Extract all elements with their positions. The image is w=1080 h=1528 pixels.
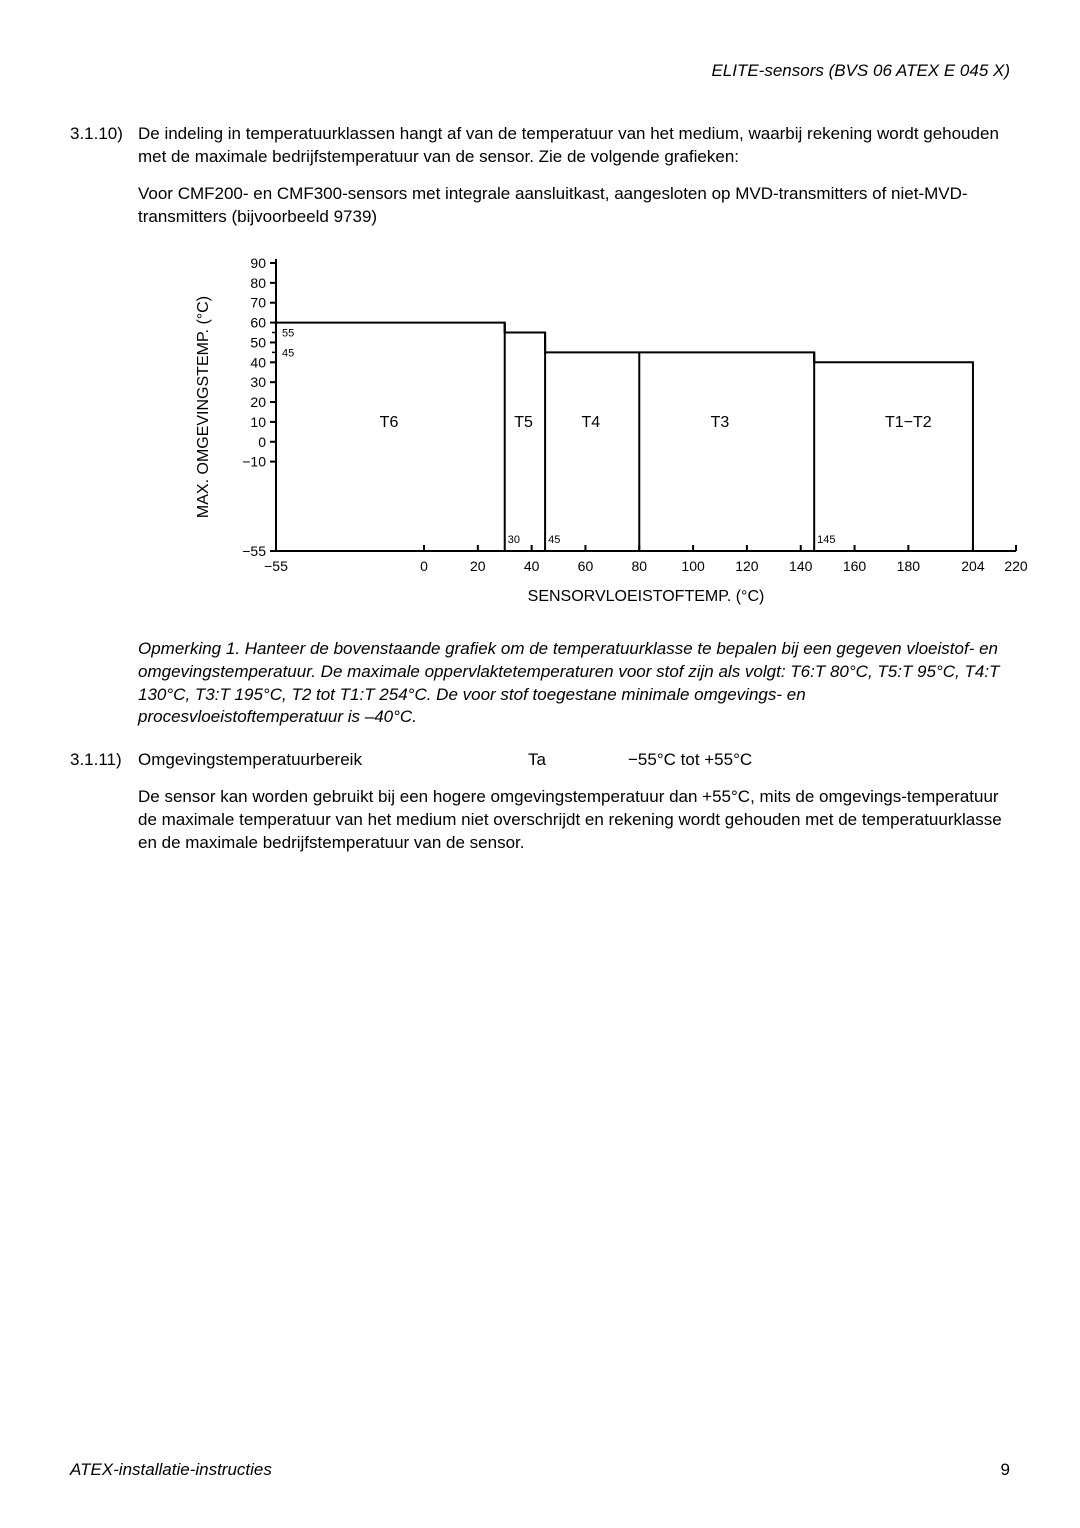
svg-text:45: 45 bbox=[548, 534, 560, 546]
svg-text:0: 0 bbox=[258, 433, 266, 449]
svg-text:50: 50 bbox=[250, 334, 266, 350]
closing-paragraph: De sensor kan worden gebruikt bij een ho… bbox=[138, 786, 1010, 855]
svg-text:T6: T6 bbox=[380, 414, 399, 431]
svg-text:20: 20 bbox=[250, 394, 266, 410]
svg-text:MAX. OMGEVINGSTEMP. (°C): MAX. OMGEVINGSTEMP. (°C) bbox=[195, 296, 212, 518]
footer-left: ATEX-installatie-instructies bbox=[70, 1459, 272, 1482]
svg-text:55: 55 bbox=[282, 327, 294, 339]
svg-text:120: 120 bbox=[735, 558, 759, 574]
param-label: Omgevingstemperatuurbereik bbox=[138, 749, 528, 772]
section-number: 3.1.10) bbox=[70, 123, 138, 169]
section-3-1-11: 3.1.11) Omgevingstemperatuurbereik Ta −5… bbox=[70, 749, 1010, 772]
svg-text:−55: −55 bbox=[242, 543, 266, 559]
svg-text:T4: T4 bbox=[582, 414, 601, 431]
svg-text:145: 145 bbox=[817, 534, 835, 546]
svg-text:140: 140 bbox=[789, 558, 813, 574]
svg-text:80: 80 bbox=[250, 275, 266, 291]
svg-text:0: 0 bbox=[420, 558, 428, 574]
svg-text:T1−T2: T1−T2 bbox=[885, 414, 932, 431]
svg-text:SENSORVLOEISTOFTEMP. (°C): SENSORVLOEISTOFTEMP. (°C) bbox=[528, 588, 765, 605]
svg-text:60: 60 bbox=[250, 314, 266, 330]
svg-text:T3: T3 bbox=[711, 414, 730, 431]
svg-text:10: 10 bbox=[250, 414, 266, 430]
svg-text:90: 90 bbox=[250, 255, 266, 271]
svg-text:220: 220 bbox=[1004, 558, 1028, 574]
svg-text:30: 30 bbox=[250, 374, 266, 390]
page-footer: ATEX-installatie-instructies 9 bbox=[70, 1459, 1010, 1482]
footer-page-number: 9 bbox=[1001, 1459, 1010, 1482]
svg-text:180: 180 bbox=[897, 558, 921, 574]
section-3-1-10: 3.1.10) De indeling in temperatuurklasse… bbox=[70, 123, 1010, 169]
svg-text:T5: T5 bbox=[514, 414, 533, 431]
svg-text:20: 20 bbox=[470, 558, 486, 574]
temperature-chart: −55 −10 0 10 20 30 40 50 60 70 80 90 45 55 −55 0 20 40 60 8… bbox=[190, 253, 1030, 620]
chart-note: Opmerking 1. Hanteer de bovenstaande gra… bbox=[138, 638, 1010, 730]
svg-text:70: 70 bbox=[250, 294, 266, 310]
param-symbol: Ta bbox=[528, 749, 628, 772]
section-number: 3.1.11) bbox=[70, 749, 138, 772]
svg-text:100: 100 bbox=[681, 558, 705, 574]
svg-text:−10: −10 bbox=[242, 453, 266, 469]
svg-text:40: 40 bbox=[250, 354, 266, 370]
svg-text:60: 60 bbox=[578, 558, 594, 574]
param-value: −55°C tot +55°C bbox=[628, 749, 1010, 772]
intro-paragraph: Voor CMF200- en CMF300-sensors met integ… bbox=[138, 183, 1010, 229]
chart-svg: −55 −10 0 10 20 30 40 50 60 70 80 90 45 55 −55 0 20 40 60 8… bbox=[190, 253, 1030, 613]
svg-text:30: 30 bbox=[508, 534, 520, 546]
svg-text:80: 80 bbox=[631, 558, 647, 574]
svg-text:204: 204 bbox=[961, 558, 985, 574]
section-text: De indeling in temperatuurklassen hangt … bbox=[138, 123, 1010, 169]
svg-text:40: 40 bbox=[524, 558, 540, 574]
header-title: ELITE-sensors (BVS 06 ATEX E 045 X) bbox=[70, 60, 1010, 83]
svg-text:−55: −55 bbox=[264, 558, 288, 574]
svg-text:160: 160 bbox=[843, 558, 867, 574]
svg-text:45: 45 bbox=[282, 347, 294, 359]
